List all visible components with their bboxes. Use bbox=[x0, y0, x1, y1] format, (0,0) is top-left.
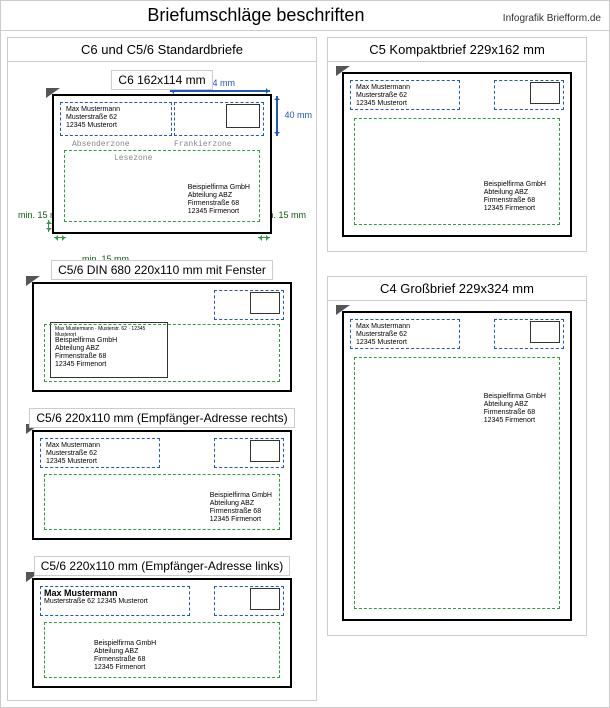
left-column: C6 und C5/6 Standardbriefe C6 162x114 mm… bbox=[7, 37, 317, 701]
sender-c6: Max Mustermann Musterstraße 62 12345 Mus… bbox=[66, 106, 120, 130]
env-c6: 74 mm 40 mm Max Mustermann Musterstraße … bbox=[52, 94, 272, 234]
flap-icon bbox=[46, 88, 60, 98]
left-section-title: C6 und C5/6 Standardbriefe bbox=[7, 37, 317, 61]
env-c56-rechts: Max Mustermann Musterstraße 62 12345 Mus… bbox=[32, 430, 292, 540]
recipient-c6: Beispielfirma GmbH Abteilung ABZ Firmens… bbox=[188, 184, 250, 216]
c5-wrap: Max Mustermann Musterstraße 62 12345 Mus… bbox=[327, 62, 587, 252]
columns: C6 und C5/6 Standardbriefe C6 162x114 mm… bbox=[1, 31, 609, 707]
flap-icon bbox=[26, 276, 40, 286]
header: Briefumschläge beschriften Infografik Br… bbox=[1, 1, 609, 31]
recipient-c5: Beispielfirma GmbH Abteilung ABZ Firmens… bbox=[484, 181, 546, 213]
lese-zone bbox=[44, 324, 280, 382]
recipient-c56l: Beispielfirma GmbH Abteilung ABZ Firmens… bbox=[94, 640, 156, 672]
recipient-c56r: Beispielfirma GmbH Abteilung ABZ Firmens… bbox=[210, 492, 272, 524]
stamp bbox=[250, 588, 280, 610]
env-c56l-title: C5/6 220x110 mm (Empfänger-Adresse links… bbox=[34, 556, 291, 576]
sender-c5: Max Mustermann Musterstraße 62 12345 Mus… bbox=[356, 84, 410, 108]
stamp bbox=[530, 321, 560, 343]
green-arr-bl bbox=[54, 237, 66, 238]
label-frankierzone: Frankierzone bbox=[174, 140, 232, 149]
env-c5-title: C5 Kompaktbrief 229x162 mm bbox=[327, 37, 587, 62]
sender-c4: Max Mustermann Musterstraße 62 12345 Mus… bbox=[356, 323, 410, 347]
env-c56-fenster: Max Mustermann · Musterstr. 62 · 12345 M… bbox=[32, 282, 292, 392]
green-arr-lv bbox=[48, 220, 49, 232]
stamp bbox=[250, 440, 280, 462]
stamp bbox=[530, 82, 560, 104]
green-arr-br bbox=[258, 237, 270, 238]
meas-40mm: 40 mm bbox=[284, 110, 312, 120]
infographic-page: Briefumschläge beschriften Infografik Br… bbox=[0, 0, 610, 708]
env-c6-title: C6 162x114 mm bbox=[111, 70, 212, 90]
env-c56r-title: C5/6 220x110 mm (Empfänger-Adresse recht… bbox=[29, 408, 294, 428]
env-c56f-title: C5/6 DIN 680 220x110 mm mit Fenster bbox=[51, 260, 273, 280]
flap-icon bbox=[336, 66, 350, 76]
arrow-40mm bbox=[276, 96, 278, 136]
env-c56-links: Max Mustermann Musterstraße 62 12345 Mus… bbox=[32, 578, 292, 688]
label-absenderzone: Absenderzone bbox=[72, 140, 130, 149]
sender-c56l: Max Mustermann Musterstraße 62 12345 Mus… bbox=[44, 588, 148, 605]
env-c4: Max Mustermann Musterstraße 62 12345 Mus… bbox=[342, 311, 572, 621]
lese-zone bbox=[44, 622, 280, 678]
page-title: Briefumschläge beschriften bbox=[9, 5, 503, 26]
env-c4-title: C4 Großbrief 229x324 mm bbox=[327, 276, 587, 301]
credit: Infografik Briefform.de bbox=[503, 13, 601, 24]
env-c5: Max Mustermann Musterstraße 62 12345 Mus… bbox=[342, 72, 572, 237]
sender-c56r: Max Mustermann Musterstraße 62 12345 Mus… bbox=[46, 442, 100, 466]
flap-icon bbox=[336, 305, 350, 315]
right-column: C5 Kompaktbrief 229x162 mm Max Musterman… bbox=[327, 37, 587, 701]
left-section-body: C6 162x114 mm min. 15 mm min. 15 mm min.… bbox=[7, 61, 317, 701]
arrow-74mm bbox=[170, 90, 270, 92]
stamp-c6 bbox=[226, 104, 260, 128]
c4-wrap: Max Mustermann Musterstraße 62 12345 Mus… bbox=[327, 301, 587, 636]
recipient-c4: Beispielfirma GmbH Abteilung ABZ Firmens… bbox=[484, 393, 546, 425]
stamp bbox=[250, 292, 280, 314]
